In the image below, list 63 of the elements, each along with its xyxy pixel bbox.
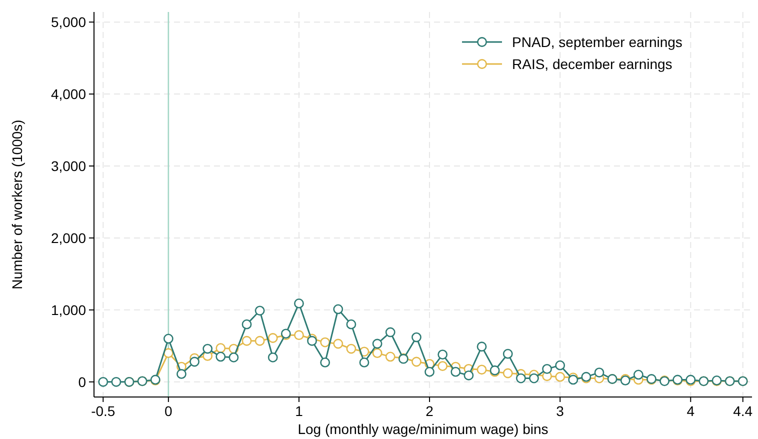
x-tick-label: 4.4: [733, 403, 753, 419]
x-tick-label: 0: [164, 403, 173, 419]
point: [529, 373, 539, 384]
x-tick-label: 1: [295, 403, 304, 419]
x-tick-label: 4: [686, 403, 695, 419]
point: [555, 360, 566, 370]
point: [516, 373, 526, 384]
point: [294, 330, 304, 340]
point: [372, 338, 382, 349]
x-axis-title: Log (monthly wage/minimum wage) bins: [298, 421, 548, 437]
point: [424, 366, 434, 377]
point: [242, 336, 252, 346]
point: [254, 306, 265, 316]
point: [464, 370, 474, 380]
point: [633, 370, 644, 380]
point: [359, 358, 370, 368]
point: [163, 334, 174, 344]
y-tick-label: 3,000: [50, 158, 86, 174]
point: [502, 368, 513, 378]
y-tick-label: 2,000: [50, 230, 86, 246]
point: [176, 369, 186, 379]
point: [346, 319, 356, 330]
point: [254, 336, 265, 346]
point: [476, 342, 487, 352]
y-tick-label: 1,000: [50, 302, 86, 318]
x-tick-label: -0.5: [91, 403, 116, 419]
legend-label: PNAD, september earnings: [512, 34, 682, 50]
point: [502, 348, 513, 359]
point: [438, 350, 448, 360]
y-tick-label: 4,000: [50, 86, 86, 102]
point: [98, 376, 108, 387]
point: [228, 352, 239, 362]
point: [542, 364, 552, 374]
y-tick-label: 5,000: [50, 14, 86, 30]
x-tick-label: 2: [426, 403, 434, 419]
point: [202, 344, 213, 354]
point: [216, 343, 226, 354]
y-axis-title: Number of workers (1000s): [9, 120, 25, 290]
point: [555, 372, 566, 382]
legend-label: RAIS, december earnings: [512, 56, 672, 72]
point: [268, 333, 278, 343]
point: [320, 337, 330, 348]
point: [216, 352, 226, 362]
point: [333, 338, 344, 349]
x-tick-label: 3: [556, 403, 564, 419]
point: [385, 327, 396, 338]
point: [412, 356, 422, 367]
point: [385, 352, 396, 362]
y-tick-label: 0: [78, 374, 86, 390]
point: [438, 361, 448, 372]
point: [190, 356, 200, 367]
point: [372, 348, 382, 358]
point: [450, 366, 461, 377]
point: [111, 376, 122, 387]
point: [412, 332, 422, 342]
point: [320, 358, 330, 368]
point: [242, 319, 252, 330]
point: [333, 304, 344, 314]
point: [268, 352, 278, 362]
point: [476, 364, 487, 375]
point: [594, 368, 604, 378]
point: [346, 344, 356, 354]
point: [294, 298, 304, 308]
